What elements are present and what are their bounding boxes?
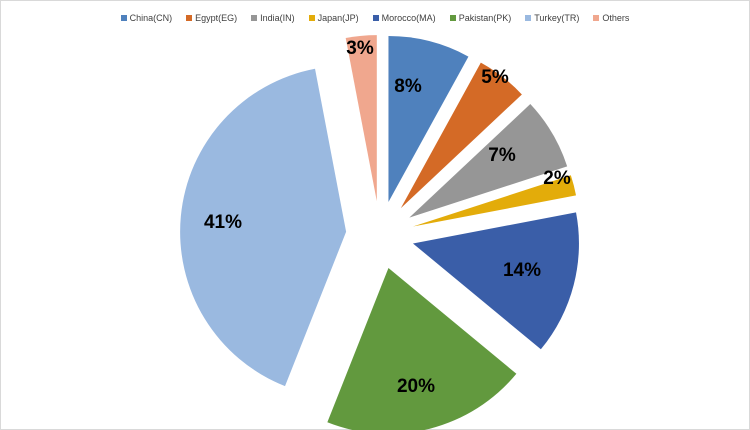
legend-swatch <box>186 15 193 21</box>
slice-turkey-tr <box>180 68 347 387</box>
data-label-japan-jp: 2% <box>543 168 571 189</box>
legend-swatch <box>308 15 315 21</box>
legend-item-others: Others <box>593 13 629 23</box>
legend-label: China(CN) <box>129 13 173 23</box>
legend-swatch <box>120 15 127 21</box>
legend-label: Turkey(TR) <box>534 13 580 23</box>
legend-label: India(IN) <box>260 13 295 23</box>
data-label-china-cn: 8% <box>394 76 422 97</box>
legend-swatch <box>593 15 600 21</box>
legend-item-pakistan-pk: Pakistan(PK) <box>449 13 512 23</box>
legend-label: Others <box>602 13 630 23</box>
data-label-egypt-eg: 5% <box>481 67 509 88</box>
data-label-others: 3% <box>346 38 374 59</box>
data-label-turkey-tr: 41% <box>204 212 242 233</box>
slice-egypt-eg <box>400 62 522 209</box>
slice-others <box>345 35 377 202</box>
legend-item-china-cn: China(CN) <box>120 13 173 23</box>
legend: China(CN) Egypt(EG) India(IN) Japan(JP) Moro… <box>0 11 750 25</box>
slice-pakistan-pk <box>327 267 517 430</box>
legend-label: Pakistan(PK) <box>458 13 512 23</box>
data-label-pakistan-pk: 20% <box>397 376 435 397</box>
slice-india-in <box>409 104 568 218</box>
data-label-morocco-ma: 14% <box>503 260 541 281</box>
legend-item-turkey-tr: Turkey(TR) <box>525 13 579 23</box>
legend-swatch <box>449 15 456 21</box>
legend-label: Morocco(MA) <box>381 13 436 23</box>
legend-swatch <box>372 15 379 21</box>
slice-china-cn <box>388 36 469 203</box>
legend-label: Japan(JP) <box>317 13 359 23</box>
legend-swatch <box>525 15 532 21</box>
legend-item-japan-jp: Japan(JP) <box>308 13 359 23</box>
legend-item-morocco-ma: Morocco(MA) <box>372 13 436 23</box>
slice-japan-jp <box>412 175 577 227</box>
slice-morocco-ma <box>412 212 579 350</box>
legend-label: Egypt(EG) <box>195 13 238 23</box>
legend-item-egypt-eg: Egypt(EG) <box>186 13 237 23</box>
data-label-india-in: 7% <box>488 145 516 166</box>
legend-swatch <box>251 15 258 21</box>
legend-item-india-in: India(IN) <box>251 13 295 23</box>
